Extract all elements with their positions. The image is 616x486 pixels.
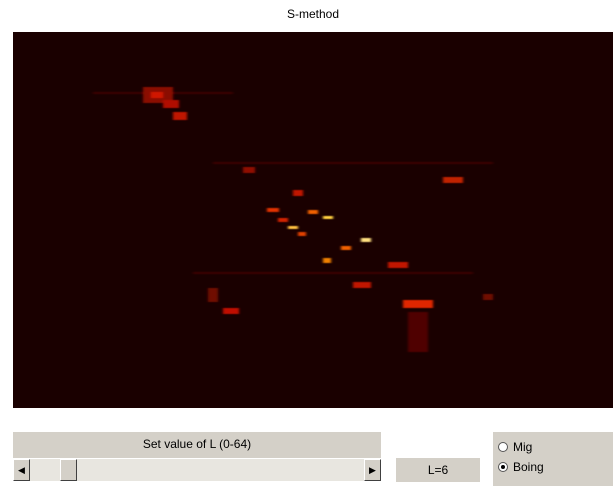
slider-label: Set value of L (0-64) (13, 432, 381, 458)
plot-title: S-method (0, 7, 616, 21)
slider-right-arrow[interactable]: ▶ (364, 459, 381, 481)
slider-thumb[interactable] (60, 459, 77, 481)
window: S-method (0, 0, 616, 486)
readout: L=6 (396, 458, 480, 482)
radio-option[interactable]: Mig (498, 438, 532, 456)
radio-button[interactable] (498, 462, 508, 472)
radio-label[interactable]: Boing (513, 460, 544, 474)
radio-button[interactable] (498, 442, 508, 452)
radio-option[interactable]: Boing (498, 458, 544, 476)
radio-label[interactable]: Mig (513, 440, 532, 454)
spectrogram-image (13, 32, 613, 408)
slider-left-arrow[interactable]: ◀ (13, 459, 30, 481)
